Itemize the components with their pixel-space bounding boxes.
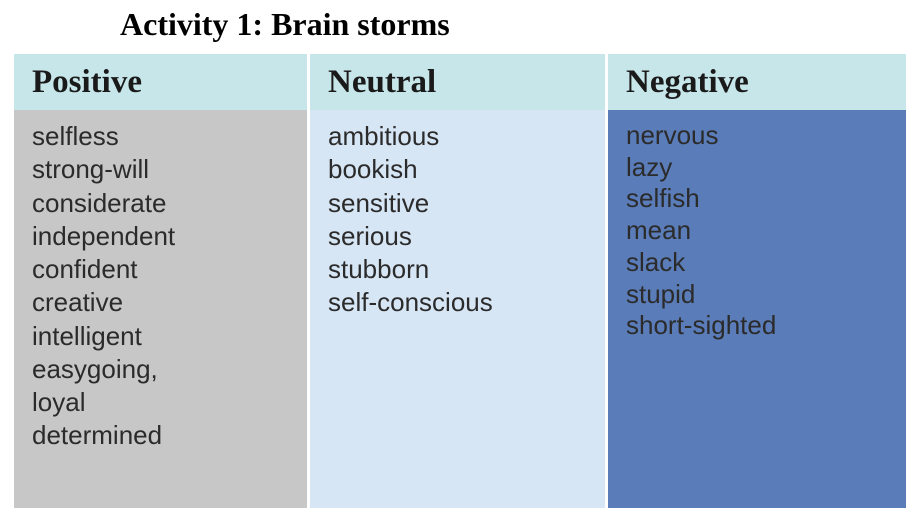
traits-table: Positive Neutral Negative selfless stron… bbox=[14, 54, 906, 508]
word: mean bbox=[626, 215, 894, 247]
cell-neutral: ambitious bookish sensitive serious stub… bbox=[310, 110, 608, 508]
col-header-neutral: Neutral bbox=[310, 54, 608, 110]
col-header-negative: Negative bbox=[608, 54, 906, 110]
word: nervous bbox=[626, 120, 894, 152]
word: self-conscious bbox=[328, 286, 593, 319]
word: stubborn bbox=[328, 253, 593, 286]
word: selfish bbox=[626, 183, 894, 215]
table-header-row: Positive Neutral Negative bbox=[14, 54, 906, 110]
word: determined bbox=[32, 419, 295, 452]
word: slack bbox=[626, 247, 894, 279]
word: sensitive bbox=[328, 187, 593, 220]
cell-positive: selfless strong-will considerate indepen… bbox=[14, 110, 310, 508]
word: stupid bbox=[626, 279, 894, 311]
word: ambitious bbox=[328, 120, 593, 153]
word: lazy bbox=[626, 152, 894, 184]
word: easygoing, bbox=[32, 353, 295, 386]
word: considerate bbox=[32, 187, 295, 220]
activity-title: Activity 1: Brain storms bbox=[120, 6, 450, 43]
slide: Activity 1: Brain storms Positive Neutra… bbox=[0, 0, 920, 518]
table-body-row: selfless strong-will considerate indepen… bbox=[14, 110, 906, 508]
word: serious bbox=[328, 220, 593, 253]
word: strong-will bbox=[32, 153, 295, 186]
word: bookish bbox=[328, 153, 593, 186]
word: loyal bbox=[32, 386, 295, 419]
cell-negative: nervous lazy selfish mean slack stupid s… bbox=[608, 110, 906, 508]
word: short-sighted bbox=[626, 310, 894, 342]
word: independent bbox=[32, 220, 295, 253]
word: intelligent bbox=[32, 320, 295, 353]
word: creative bbox=[32, 286, 295, 319]
col-header-positive: Positive bbox=[14, 54, 310, 110]
word: confident bbox=[32, 253, 295, 286]
word: selfless bbox=[32, 120, 295, 153]
